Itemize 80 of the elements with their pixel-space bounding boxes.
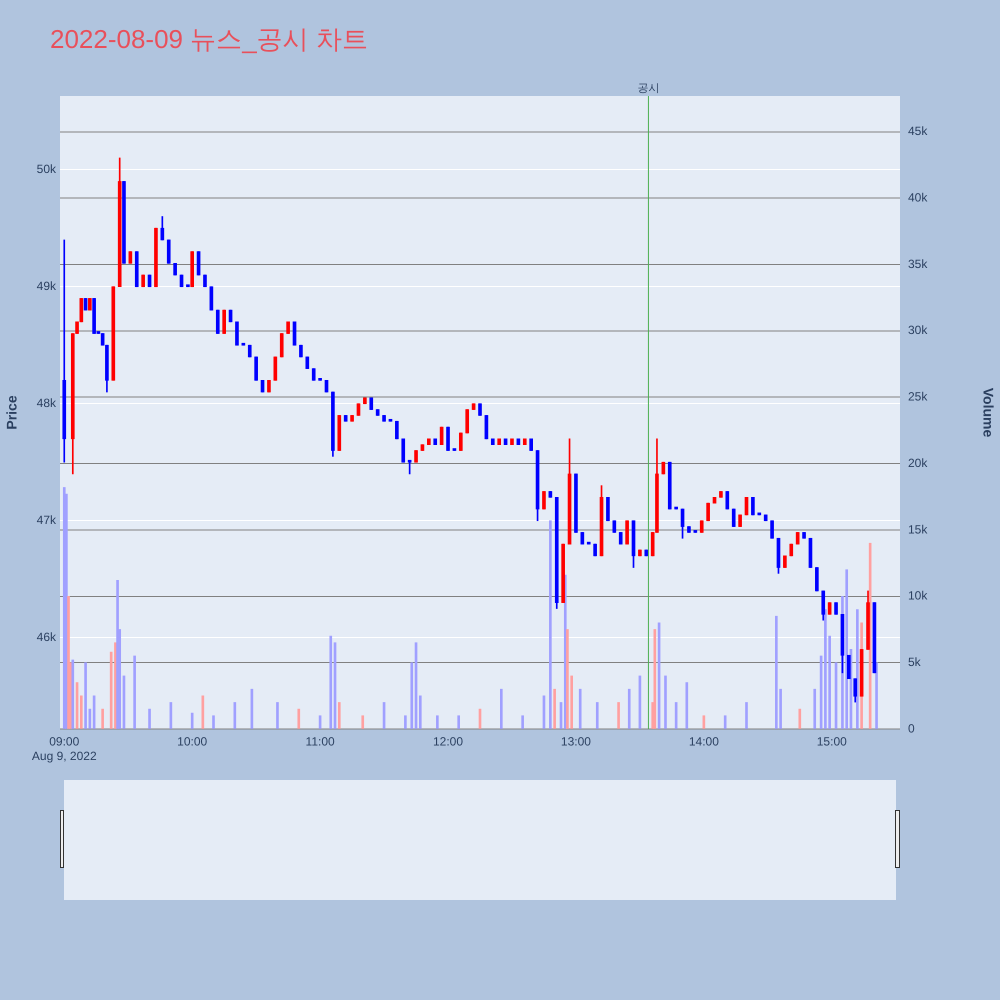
y2-tick-label: 15k	[908, 522, 928, 536]
bar	[570, 676, 574, 729]
y2-tick-label: 30k	[908, 323, 928, 338]
bar	[71, 660, 74, 729]
y2-tick-label: 40k	[908, 190, 928, 204]
bar	[834, 662, 838, 729]
y2-tick-label: 10k	[908, 588, 928, 603]
x-tick-label: 11:00	[306, 734, 335, 749]
bar	[521, 715, 524, 729]
bar	[617, 702, 620, 729]
bar	[361, 715, 364, 729]
y2-tick-label: 20k	[908, 456, 928, 470]
bar	[745, 702, 748, 729]
y2-tick-label: 0	[908, 721, 915, 736]
bar	[190, 712, 194, 729]
bar	[813, 688, 816, 729]
bar	[779, 688, 782, 729]
bar	[233, 702, 236, 729]
bar	[84, 662, 87, 729]
bar	[658, 622, 660, 729]
bar	[133, 656, 136, 729]
bar	[596, 702, 599, 729]
y-tick-label: 47k	[36, 513, 57, 528]
y-axis-title: Price	[3, 395, 20, 430]
bar	[250, 688, 254, 729]
bar	[775, 616, 778, 729]
bar	[297, 708, 300, 729]
bar	[828, 636, 831, 729]
y2-axis-title: Volume	[980, 388, 997, 438]
bar	[382, 702, 386, 729]
bar	[875, 662, 878, 729]
bar	[436, 715, 439, 729]
bar	[202, 695, 204, 729]
bar	[67, 596, 70, 729]
y2-tick-label: 25k	[908, 390, 928, 404]
bar	[92, 695, 96, 729]
bar	[664, 676, 667, 729]
bar	[542, 695, 546, 729]
chart-title: 2022-08-09 뉴스_공시 차트	[50, 23, 368, 56]
bar	[318, 715, 322, 729]
bar	[148, 708, 151, 729]
bar	[702, 715, 706, 729]
y-tick-label: 50k	[36, 162, 57, 176]
y2-tick-label: 5k	[908, 654, 922, 669]
y-tick-label: 49k	[36, 279, 57, 294]
bar	[685, 682, 688, 729]
bar	[212, 715, 215, 729]
bar	[116, 580, 119, 729]
bar	[404, 715, 407, 729]
bar	[500, 688, 503, 729]
bar	[101, 708, 104, 729]
x-tick-label: 14:00	[688, 734, 720, 749]
bar	[457, 715, 460, 729]
bar	[414, 642, 418, 729]
bar	[638, 676, 642, 729]
bar	[329, 636, 332, 729]
ref-line-label: 공시	[637, 82, 660, 95]
bar	[566, 629, 569, 729]
y2-tick-label: 35k	[908, 256, 928, 271]
x-tick-label: 10:00	[177, 734, 208, 749]
x-tick-label: 15:00	[816, 734, 848, 749]
x-tick-label: 12:00	[433, 734, 464, 749]
bar	[578, 688, 582, 729]
bar	[653, 629, 656, 729]
x-tick-label: 13:00	[560, 734, 592, 749]
bar	[338, 702, 341, 729]
bar	[798, 708, 802, 729]
bar	[478, 708, 482, 729]
y-tick-label: 46k	[36, 630, 57, 644]
bar	[674, 702, 678, 729]
y2-tick-label: 45k	[908, 124, 928, 138]
bar	[276, 702, 279, 729]
y-tick-label: 48k	[36, 396, 57, 410]
bar	[553, 688, 556, 729]
bar	[724, 715, 727, 729]
bar	[549, 520, 552, 729]
bar	[170, 702, 172, 729]
x-tick-label: 09:00 Aug 9, 2022	[32, 734, 97, 763]
bar	[76, 682, 78, 729]
bar	[628, 688, 631, 729]
